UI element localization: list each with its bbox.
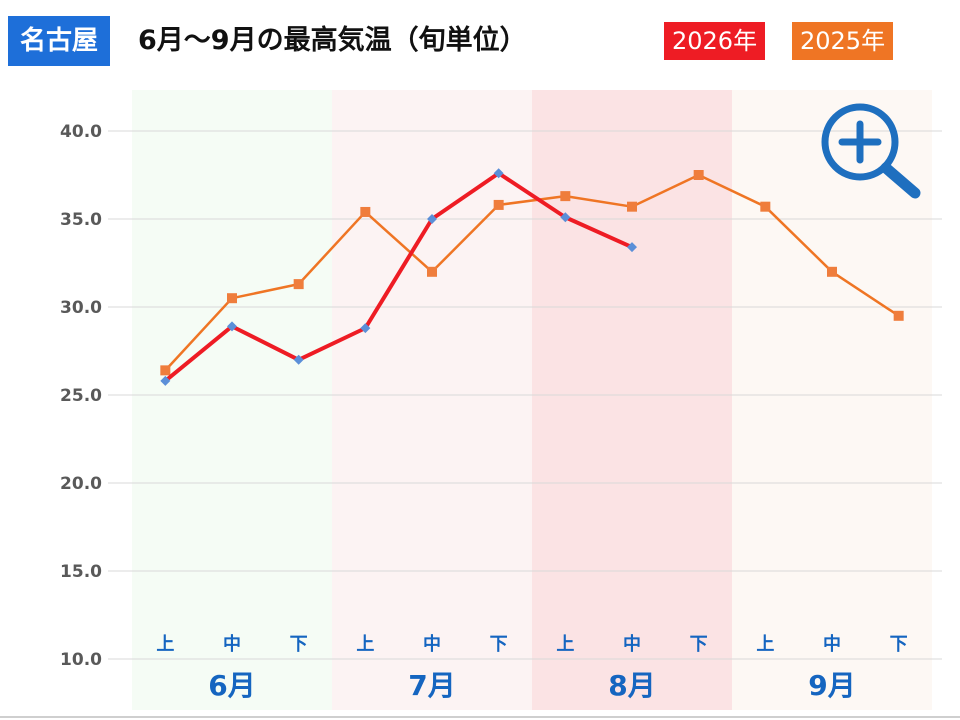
y-tick-label: 20.0 xyxy=(60,474,102,494)
month-band xyxy=(532,90,732,710)
series-line-2025年 xyxy=(164,173,900,372)
x-tick-label: 下 xyxy=(490,634,508,655)
x-tick-label: 中 xyxy=(423,633,441,655)
data-point xyxy=(627,201,637,212)
data-point xyxy=(493,168,504,179)
y-tick-label: 10.0 xyxy=(60,650,102,670)
data-point xyxy=(160,365,171,376)
series-line-2026年 xyxy=(164,171,633,383)
legend-2026: 2026年 xyxy=(664,22,766,60)
data-point xyxy=(160,375,171,386)
month-label: 6月 xyxy=(208,669,255,702)
month-band xyxy=(332,90,532,710)
data-point xyxy=(560,191,571,202)
x-tick-label: 下 xyxy=(290,634,308,655)
x-tick-label: 上 xyxy=(356,634,374,655)
chart-title: 6月～9月の最高気温（旬単位） xyxy=(138,25,527,56)
y-tick-label: 25.0 xyxy=(60,386,102,406)
data-point xyxy=(293,279,304,290)
month-band xyxy=(732,90,932,710)
data-point xyxy=(693,170,704,180)
y-tick-label: 30.0 xyxy=(60,298,102,318)
x-tick-label: 下 xyxy=(890,634,908,655)
y-tick-label: 40.0 xyxy=(60,122,102,142)
x-tick-label: 中 xyxy=(623,633,641,655)
month-label: 8月 xyxy=(608,669,655,702)
legend-2025: 2025年 xyxy=(792,22,894,60)
bottom-rule xyxy=(0,716,960,718)
zoom-in-icon[interactable] xyxy=(818,100,928,210)
y-tick-label: 35.0 xyxy=(60,210,102,230)
data-point xyxy=(627,242,637,253)
data-point xyxy=(827,266,837,277)
data-point xyxy=(360,206,371,217)
x-tick-label: 上 xyxy=(156,634,174,655)
data-point xyxy=(760,201,771,212)
data-point xyxy=(227,293,237,304)
data-point xyxy=(293,354,304,365)
x-tick-label: 上 xyxy=(756,634,774,655)
x-tick-label: 下 xyxy=(690,634,708,655)
x-tick-label: 上 xyxy=(556,634,574,655)
data-point xyxy=(427,266,437,277)
city-badge: 名古屋 xyxy=(8,16,111,66)
data-point xyxy=(360,323,371,334)
month-label: 9月 xyxy=(808,669,855,702)
y-tick-label: 15.0 xyxy=(60,562,102,582)
x-tick-label: 中 xyxy=(223,633,241,655)
data-point xyxy=(893,310,904,321)
data-point xyxy=(427,214,437,224)
month-label: 7月 xyxy=(408,669,455,702)
data-point xyxy=(493,199,504,210)
month-band xyxy=(132,90,332,710)
data-point xyxy=(227,321,237,332)
data-point xyxy=(560,212,571,223)
x-tick-label: 中 xyxy=(823,633,841,655)
